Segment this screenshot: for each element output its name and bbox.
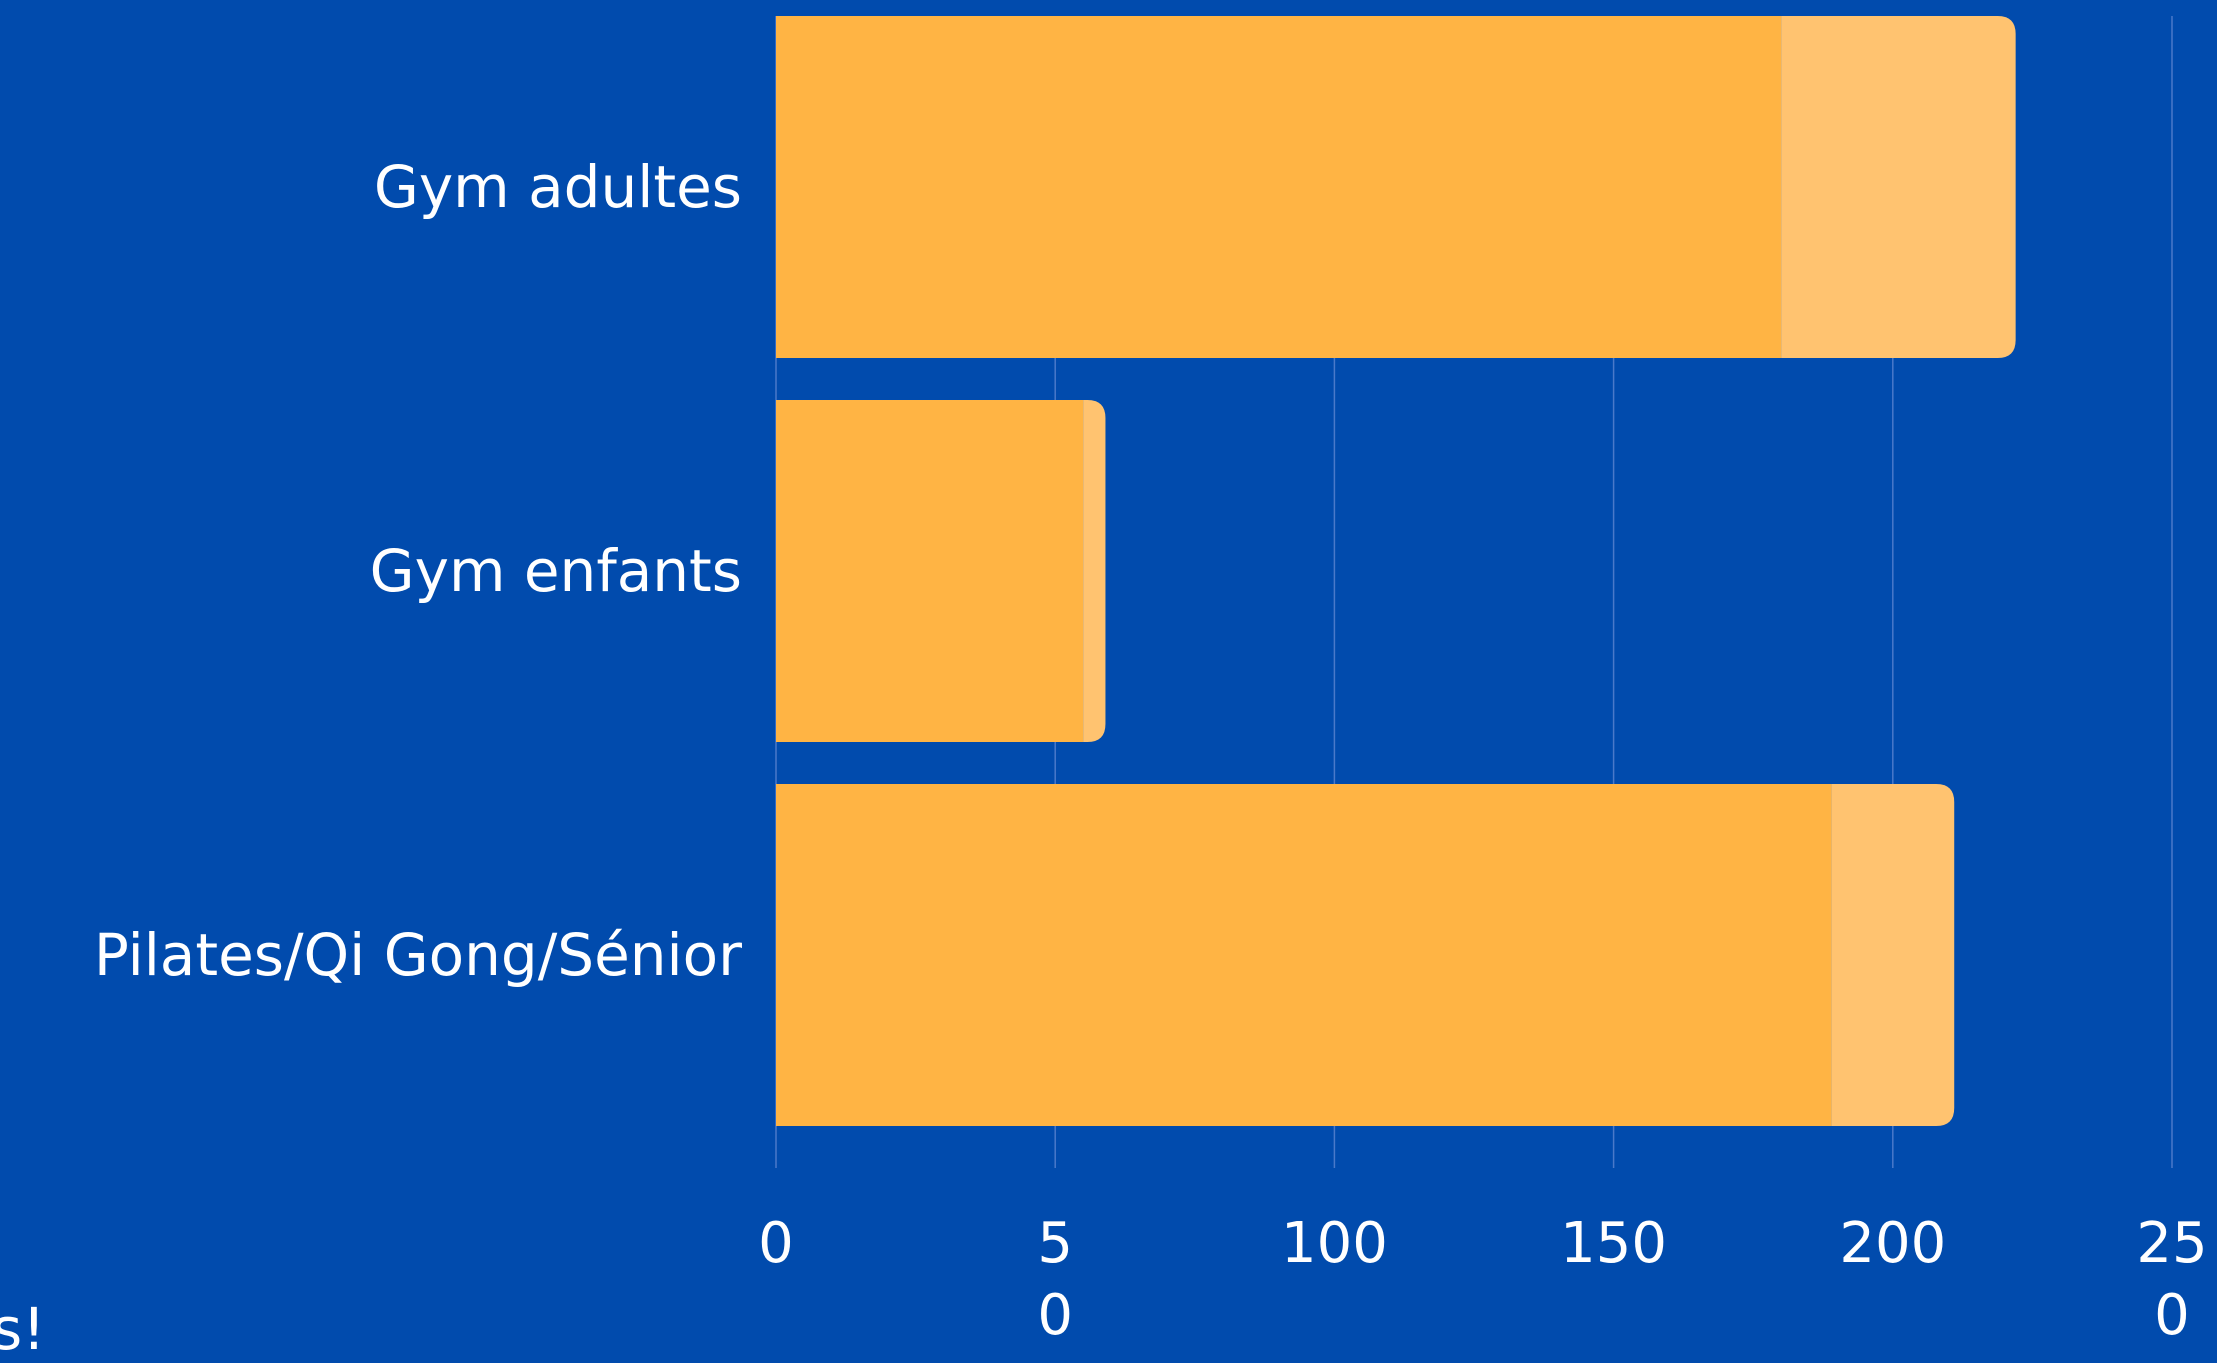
- category-labels: Gym adultes Gym enfants Pilates/Qi Gong/Sé…: [94, 153, 742, 989]
- x-tick-label-3: 150: [1560, 1211, 1667, 1276]
- x-tick-label-5: 25 0: [2136, 1211, 2207, 1348]
- category-label-3: Pilates/Qi Gong/Sénior: [94, 921, 742, 989]
- bar-2-2: [1083, 400, 1106, 742]
- x-axis-tick-labels: 0 5 0 100 150 200 25 0: [758, 1211, 2207, 1348]
- x-tick-label-2: 100: [1281, 1211, 1388, 1276]
- x-tick-label-0: 0: [758, 1211, 794, 1276]
- bar-1-3: [776, 784, 1832, 1126]
- x-tick-label-4: 200: [1839, 1211, 1946, 1276]
- bars: [776, 16, 2016, 1126]
- category-label-1: Gym adultes: [374, 153, 742, 221]
- bar-2-3: [1831, 784, 1955, 1126]
- cropped-text: s!: [0, 1295, 46, 1363]
- bar-2-1: [1781, 16, 2016, 358]
- bar-1-1: [776, 16, 1782, 358]
- category-label-2: Gym enfants: [370, 537, 742, 605]
- bar-1-2: [776, 400, 1084, 742]
